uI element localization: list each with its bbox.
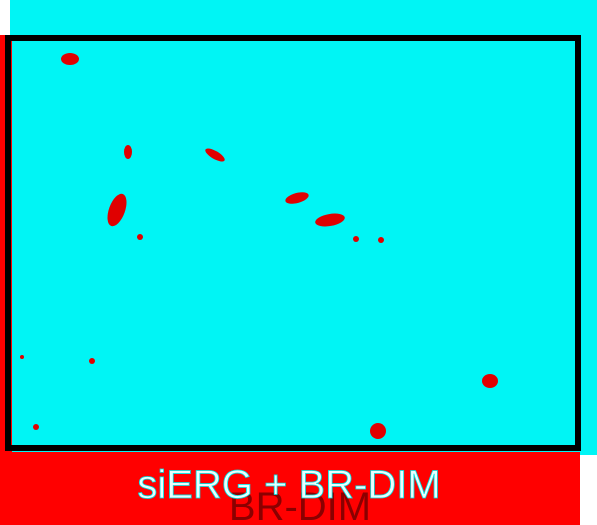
label-band <box>0 452 580 525</box>
cells <box>20 53 498 439</box>
cyan-field <box>10 0 597 455</box>
condition-label: siERG + BR-DIM <box>137 463 440 507</box>
overlay-label: BR-DIM <box>229 485 371 525</box>
frame <box>5 35 581 451</box>
